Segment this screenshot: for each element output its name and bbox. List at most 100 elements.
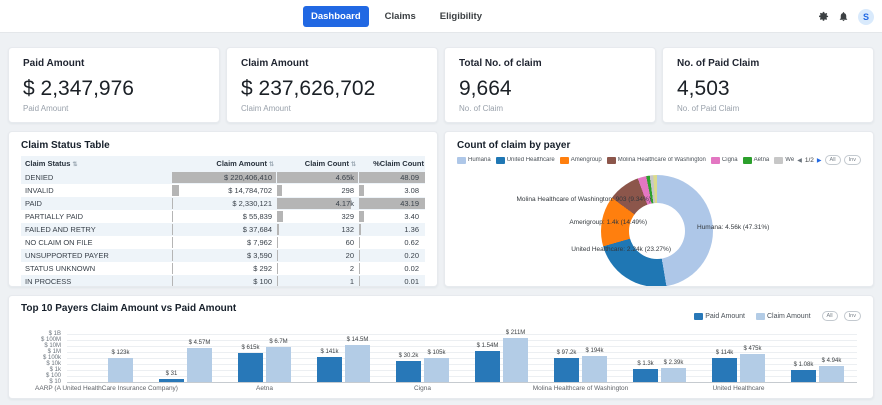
cell-value: 0.01 [358, 275, 425, 287]
claims-by-payer-card: Count of claim by payer HumanaUnited Hea… [444, 131, 874, 287]
cell-value: 132 [276, 223, 358, 236]
legend-item[interactable]: United Healthcare [496, 157, 555, 164]
paid-amount-bar[interactable]: $ 615k [238, 353, 263, 382]
cell-value: 0.20 [358, 249, 425, 262]
claim-amount-bar[interactable]: $ 211M [503, 338, 528, 382]
legend-item[interactable]: Cigna [711, 157, 738, 164]
claim-status-text: UNSUPPORTED PAYER [21, 249, 171, 262]
paid-amount-bar[interactable]: $ 141k [317, 357, 342, 382]
settings-gear-icon[interactable] [818, 11, 829, 22]
tab-eligibility[interactable]: Eligibility [432, 6, 490, 27]
legend-item[interactable]: Claim Amount [756, 313, 811, 320]
cell-value: 3.08 [358, 184, 425, 197]
claim-status-text: NO CLAIM ON FILE [21, 236, 171, 249]
paid-amount-bar[interactable]: $ 97.2k [554, 358, 579, 382]
donut-chart-area: Molina Healthcare of Washington: 903 (9.… [457, 166, 861, 287]
bar-legend-all-button[interactable]: All [822, 311, 838, 321]
paid-amount-bar[interactable]: $ 1.3k [633, 369, 658, 382]
kpi-sublabel: No. of Claim [459, 104, 641, 113]
tab-dashboard[interactable]: Dashboard [303, 6, 369, 27]
bar-group: $ 141k$ 14.5M [304, 334, 383, 382]
pct-claim-count-cell: 48.09 [358, 171, 425, 184]
claim-amount-cell: $ 2,330,121 [171, 197, 276, 210]
pct-claim-count-cell: 0.02 [358, 262, 425, 275]
legend-item[interactable]: Amerigroup [560, 157, 602, 164]
claim-count-cell: 4.17k [276, 197, 358, 210]
claim-status-text: FAILED AND RETRY [21, 223, 171, 236]
claim-status-cell: DENIED [21, 171, 171, 184]
donut-legend: Humana United Healthcare Amerigroup Molina … [457, 155, 861, 165]
bar-value-label: $ 114k [716, 350, 734, 356]
table-row: DENIED$ 220,406,4104.65k48.09 [21, 171, 425, 184]
legend-item[interactable]: Wellpoint (Amerigroup) [774, 157, 794, 164]
legend-swatch [496, 157, 505, 164]
user-avatar[interactable]: S [858, 9, 874, 25]
table-row: FAILED AND RETRY$ 37,6841321.36 [21, 223, 425, 236]
paid-amount-bar[interactable]: $ 31 [159, 379, 184, 382]
bar-value-label: $ 14.5M [347, 337, 369, 343]
legend-next-icon[interactable]: ▶ [817, 157, 822, 164]
column-header[interactable]: %Claim Count⇅ [358, 156, 425, 171]
legend-all-button[interactable]: All [825, 155, 841, 165]
cell-value: $ 14,784,702 [171, 184, 276, 197]
tab-claims[interactable]: Claims [377, 6, 424, 27]
bar-value-label: $ 194k [585, 348, 603, 354]
donut-callout-united-healthcare: United Healthcare: 2.24k (23.27%) [571, 246, 671, 253]
kpi-row: Paid Amount$ 2,347,976Paid AmountClaim A… [8, 47, 874, 123]
column-header[interactable]: Claim Amount⇅ [171, 156, 276, 171]
sort-icon[interactable]: ⇅ [269, 162, 274, 168]
legend-swatch [457, 157, 466, 164]
claim-amount-bar[interactable]: $ 475k [740, 354, 765, 382]
kpi-sublabel: Paid Amount [23, 104, 205, 113]
legend-item[interactable]: Aetna [743, 157, 770, 164]
kpi-title: Paid Amount [23, 58, 205, 69]
legend-item[interactable]: Molina Healthcare of Washington [607, 157, 706, 164]
paid-amount-bar[interactable]: $ 1.08k [791, 370, 816, 382]
claim-amount-bar[interactable]: $ 2.39k [661, 368, 686, 382]
cell-value: 4.17k [276, 197, 358, 210]
claim-status-table-wrap: Claim Status⇅Claim Amount⇅Claim Count⇅%C… [21, 156, 425, 287]
bar-value-label: $ 105k [427, 350, 445, 356]
claim-amount-bar[interactable]: $ 4.94k [819, 366, 844, 382]
sort-icon[interactable]: ⇅ [72, 162, 77, 168]
sort-icon[interactable]: ⇅ [351, 162, 356, 168]
legend-item[interactable]: Humana [457, 157, 491, 164]
column-header[interactable]: Claim Count⇅ [276, 156, 358, 171]
legend-label: Molina Healthcare of Washington [618, 157, 706, 163]
claim-count-cell: 20 [276, 249, 358, 262]
pct-claim-count-cell: 43.19 [358, 197, 425, 210]
paid-amount-bar[interactable]: $ 114k [712, 358, 737, 382]
column-header[interactable]: Claim Status⇅ [21, 156, 171, 171]
claim-status-cell: PAID [21, 197, 171, 210]
claim-amount-bar[interactable]: $ 123k [108, 358, 133, 383]
claim-amount-cell: $ 3,590 [171, 249, 276, 262]
legend-swatch [694, 313, 703, 320]
legend-item[interactable]: Paid Amount [694, 313, 745, 320]
legend-swatch [743, 157, 752, 164]
legend-prev-icon[interactable]: ◀ [797, 157, 802, 164]
pct-claim-count-cell: 3.40 [358, 210, 425, 223]
bar-legend-inv-button[interactable]: Inv [844, 311, 861, 321]
bar-group: $ 97.2k$ 194kMolina Healthcare of Washin… [541, 334, 620, 382]
claim-amount-cell: $ 220,406,410 [171, 171, 276, 184]
claim-status-text: DENIED [21, 171, 171, 184]
kpi-sublabel: No. of Paid Claim [677, 104, 859, 113]
top-payers-chart-title: Top 10 Payers Claim Amount vs Paid Amoun… [21, 303, 236, 314]
notifications-bell-icon[interactable] [838, 11, 849, 22]
bar-value-label: $ 1.08k [794, 362, 814, 368]
legend-inv-button[interactable]: Inv [844, 155, 861, 165]
paid-amount-bar[interactable]: $ 30.2k [396, 361, 421, 382]
claim-amount-bar[interactable]: $ 105k [424, 358, 449, 382]
paid-amount-bar[interactable]: $ 1.54M [475, 351, 500, 382]
cell-value: $ 2,330,121 [171, 197, 276, 210]
claim-amount-bar[interactable]: $ 6.7M [266, 347, 291, 382]
claim-amount-bar[interactable]: $ 14.5M [345, 345, 370, 382]
claim-status-cell: UNSUPPORTED PAYER [21, 249, 171, 262]
claim-amount-bar[interactable]: $ 194k [582, 356, 607, 382]
bar-value-label: $ 475k [743, 346, 761, 352]
legend-label: Aetna [754, 157, 770, 163]
claim-count-cell: 329 [276, 210, 358, 223]
claim-amount-bar[interactable]: $ 4.57M [187, 348, 212, 382]
claims-by-payer-donut[interactable] [601, 175, 713, 287]
bar-value-label: $ 141k [320, 349, 338, 355]
